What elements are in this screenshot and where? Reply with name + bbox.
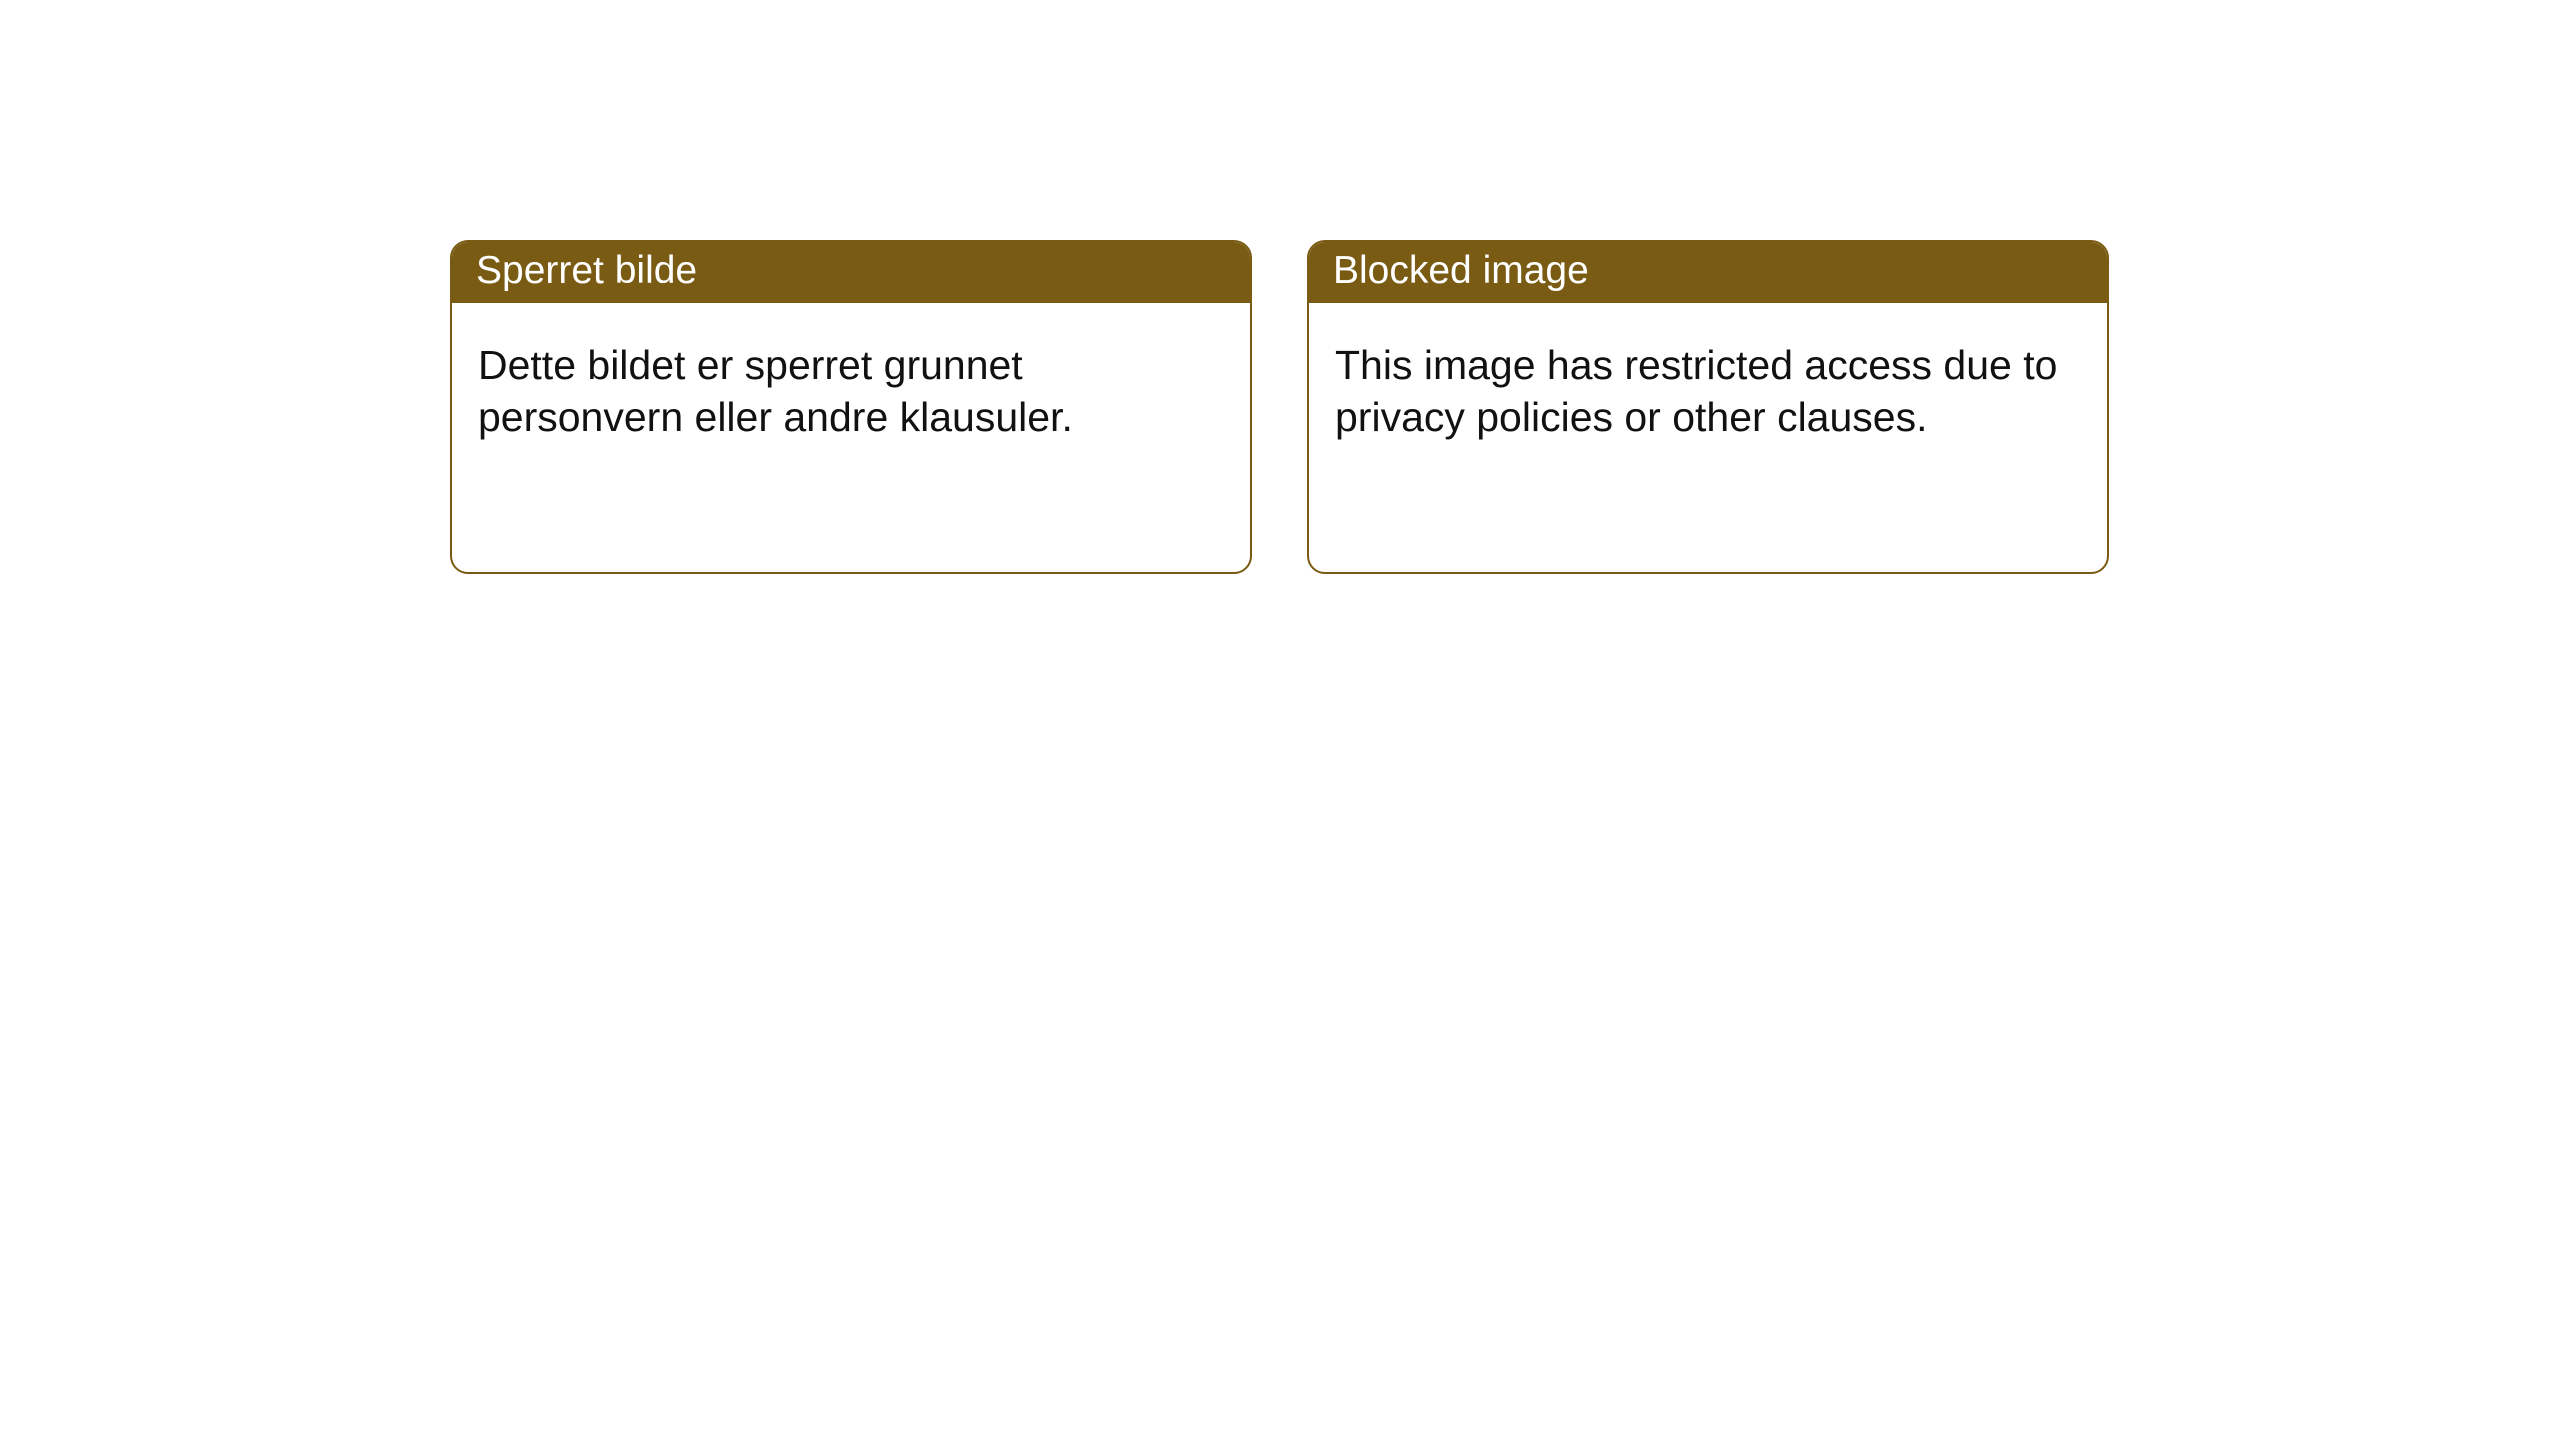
notice-card-english: Blocked image This image has restricted … bbox=[1307, 240, 2109, 574]
notice-card-title: Blocked image bbox=[1309, 242, 2107, 303]
notice-card-body: This image has restricted access due to … bbox=[1309, 303, 2107, 480]
notice-card-body: Dette bildet er sperret grunnet personve… bbox=[452, 303, 1250, 480]
notice-card-title: Sperret bilde bbox=[452, 242, 1250, 303]
notice-card-norwegian: Sperret bilde Dette bildet er sperret gr… bbox=[450, 240, 1252, 574]
notice-cards-row: Sperret bilde Dette bildet er sperret gr… bbox=[450, 240, 2560, 574]
